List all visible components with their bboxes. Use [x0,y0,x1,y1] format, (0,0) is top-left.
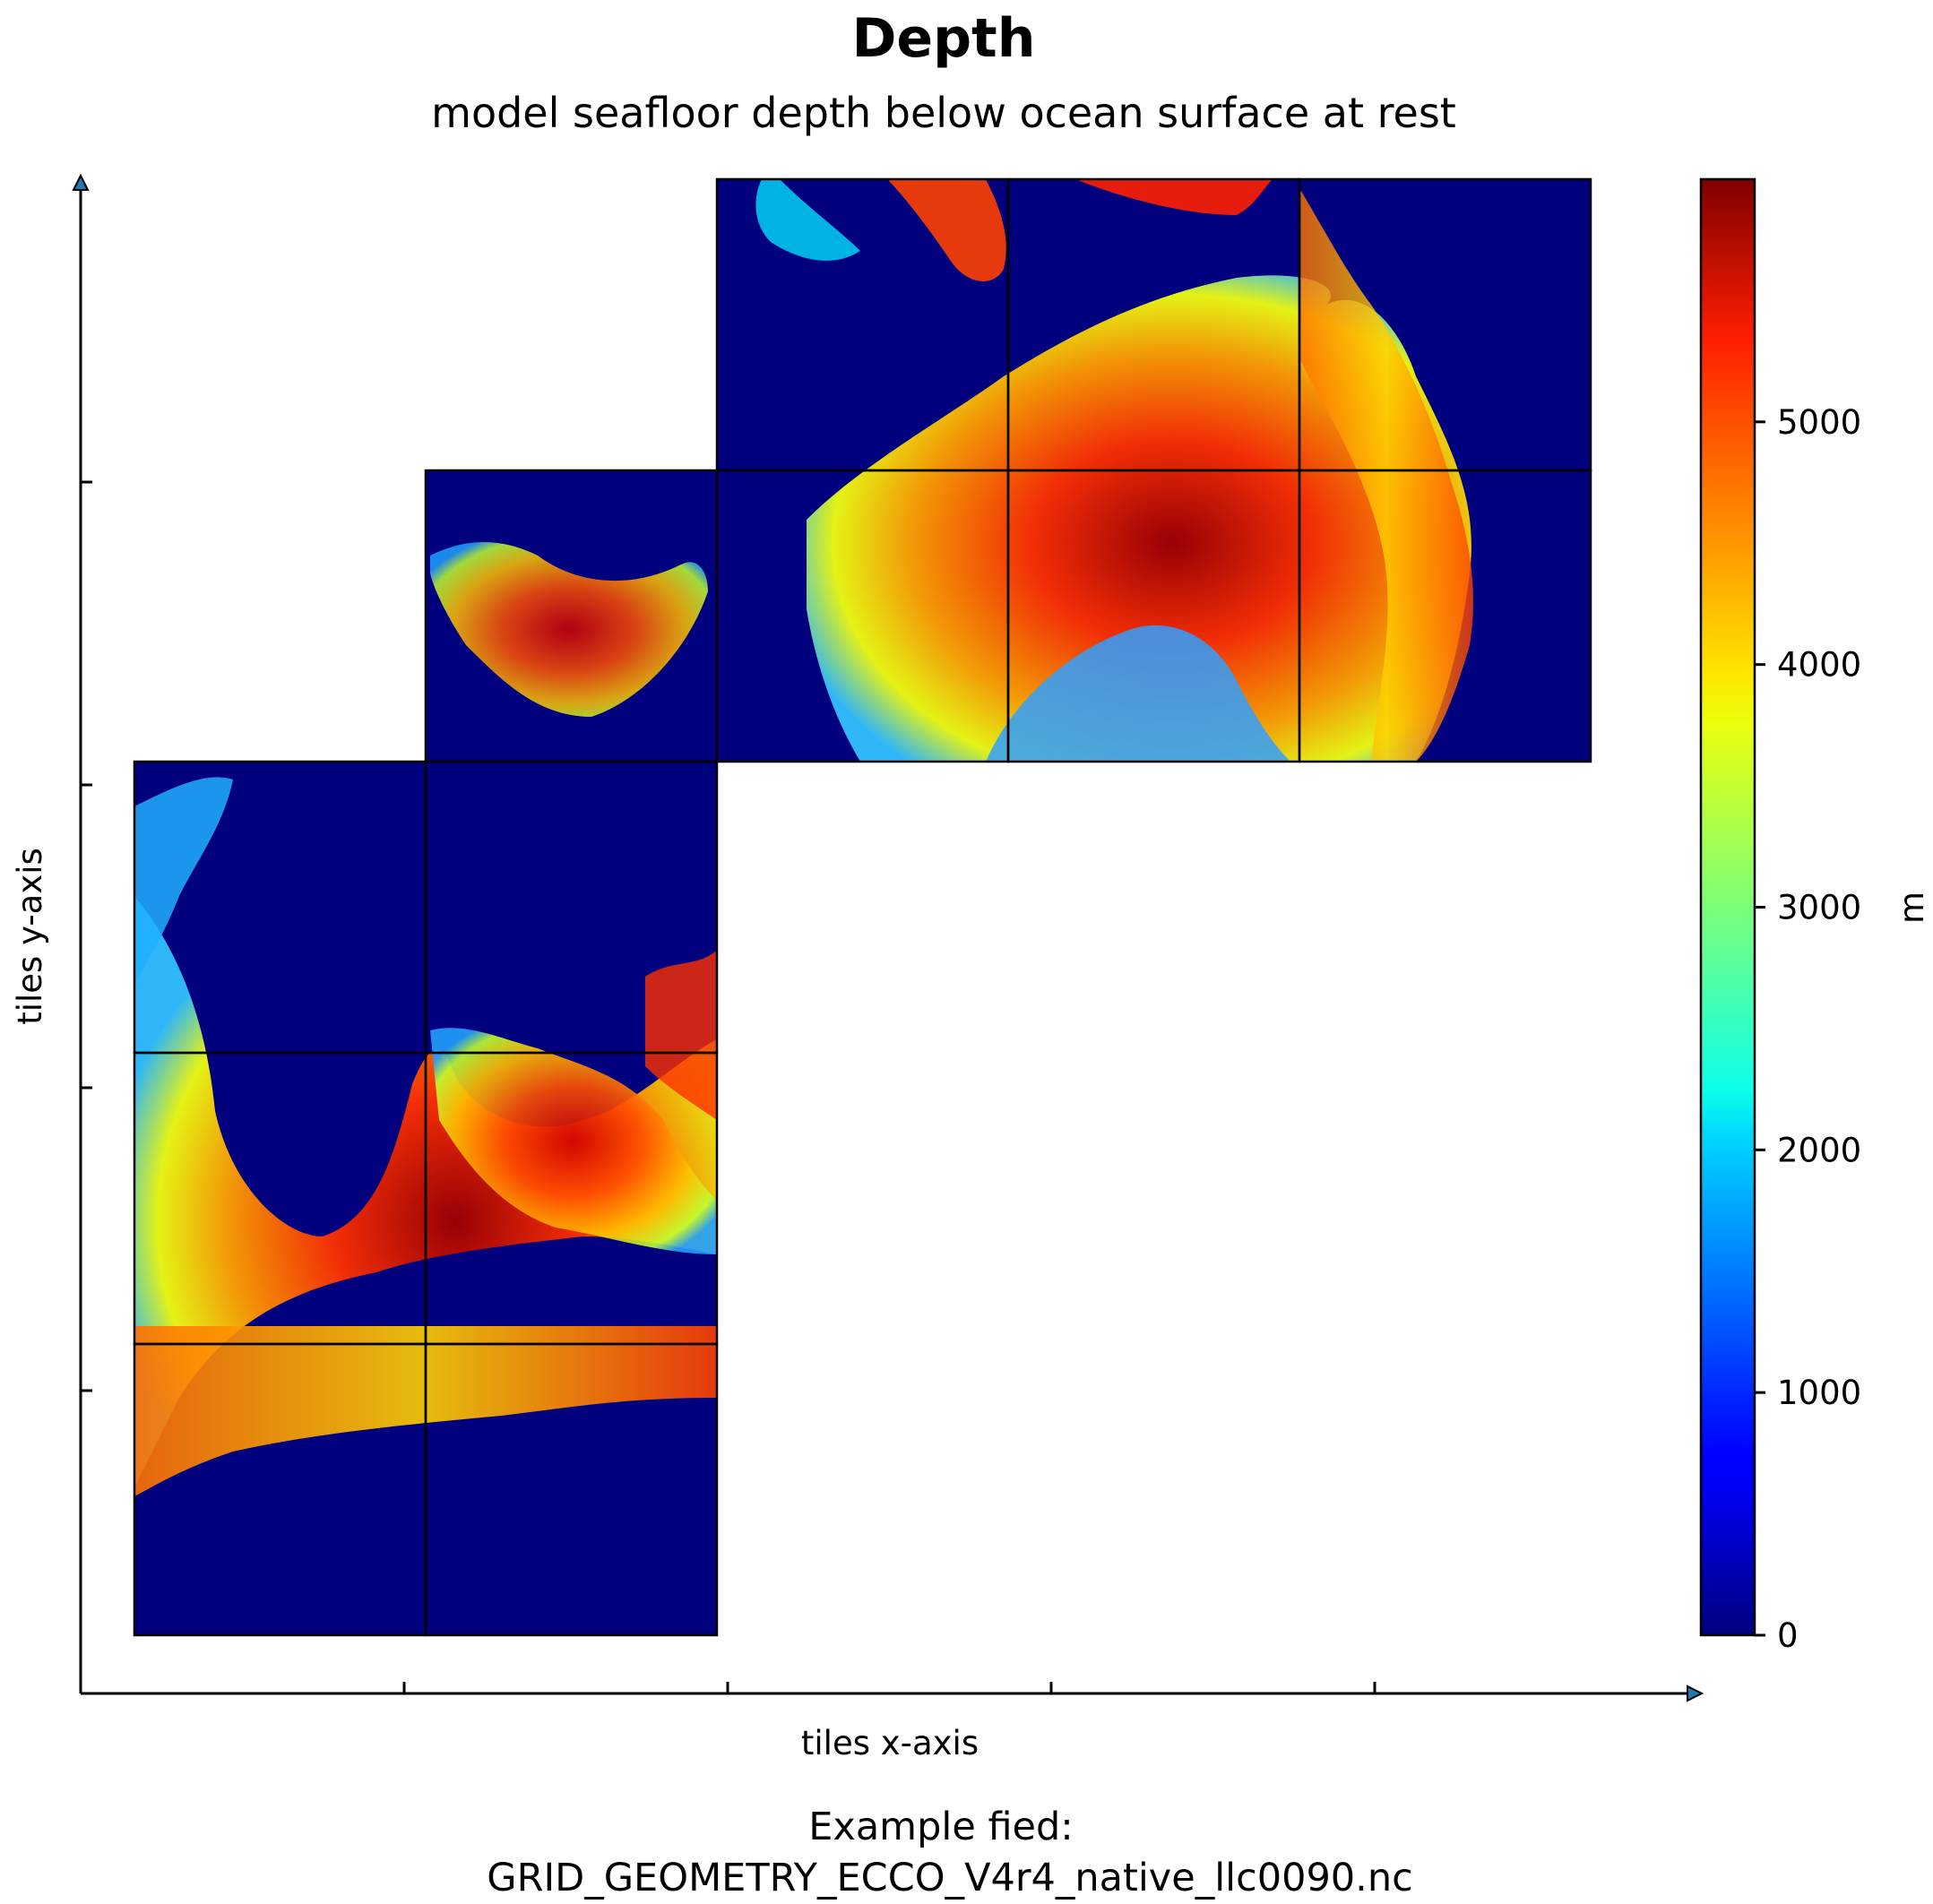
colorbar-tick-label-2: 2000 [1777,1131,1861,1169]
colorbar-ticks: 0 1000 2000 3000 4000 5000 [1755,403,1861,1655]
depth-field-upper [430,179,1473,762]
tile-grid [133,177,1592,1637]
caption-line-1: Example fied: [808,1805,1074,1849]
tile-border-4-4 [1298,177,1592,472]
x-axis-label: tiles x-axis [801,1724,979,1762]
colorbar-label: m [1893,892,1931,924]
caption-line-2: GRID_GEOMETRY_ECCO_V4r4_native_llc0090.n… [487,1856,1412,1900]
chart-subtitle: model seafloor depth below ocean surface… [431,89,1456,137]
colorbar-tick-label-3: 3000 [1777,889,1861,927]
colorbar-tick-label-4: 4000 [1777,646,1861,685]
colorbar-tick-label-0: 0 [1777,1616,1799,1655]
chart-title: Depth [852,7,1036,70]
colorbar-tick-label-5: 5000 [1777,403,1861,442]
x-axis-arrow [1687,1684,1704,1702]
axis-ticks [81,480,1376,1693]
y-axis-label: tiles y-axis [11,848,49,1025]
y-axis-arrow [72,173,90,191]
colorbar-tick-label-1: 1000 [1777,1374,1861,1412]
colorbar [1699,177,1756,1637]
